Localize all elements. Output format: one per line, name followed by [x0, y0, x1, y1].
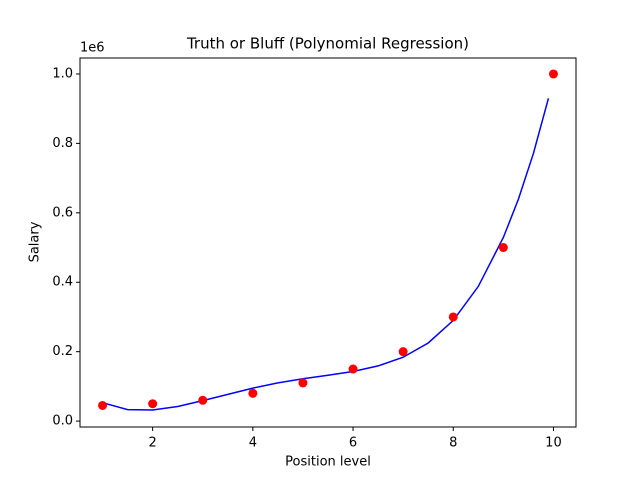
y-tick-label: 0.0	[52, 414, 73, 429]
y-tick-label: 0.8	[52, 136, 73, 151]
x-tick-label: 10	[545, 436, 562, 451]
point	[498, 243, 508, 253]
point	[448, 312, 458, 322]
x-tick-label: 6	[349, 436, 357, 451]
point	[548, 69, 558, 79]
y-tick-label: 0.2	[52, 344, 73, 359]
y-tick-label: 0.4	[52, 275, 73, 290]
x-tick-label: 2	[149, 436, 157, 451]
point	[348, 364, 358, 374]
point	[98, 400, 108, 410]
point	[248, 388, 258, 398]
point	[398, 347, 408, 357]
point	[298, 378, 308, 388]
fit-line	[102, 98, 550, 411]
x-tick-label: 8	[449, 436, 457, 451]
chart-title: Truth or Bluff (Polynomial Regression)	[186, 35, 469, 53]
x-axis-label: Position level	[285, 455, 371, 470]
y-tick-label: 1.0	[52, 66, 73, 81]
x-tick-label: 4	[249, 436, 257, 451]
plot-frame	[79, 57, 577, 428]
y-tick-label: 0.6	[52, 205, 73, 220]
y-axis-label: Salary	[28, 221, 43, 262]
point	[198, 395, 208, 405]
y-offset-label: 1e6	[80, 41, 105, 56]
point	[148, 399, 158, 409]
